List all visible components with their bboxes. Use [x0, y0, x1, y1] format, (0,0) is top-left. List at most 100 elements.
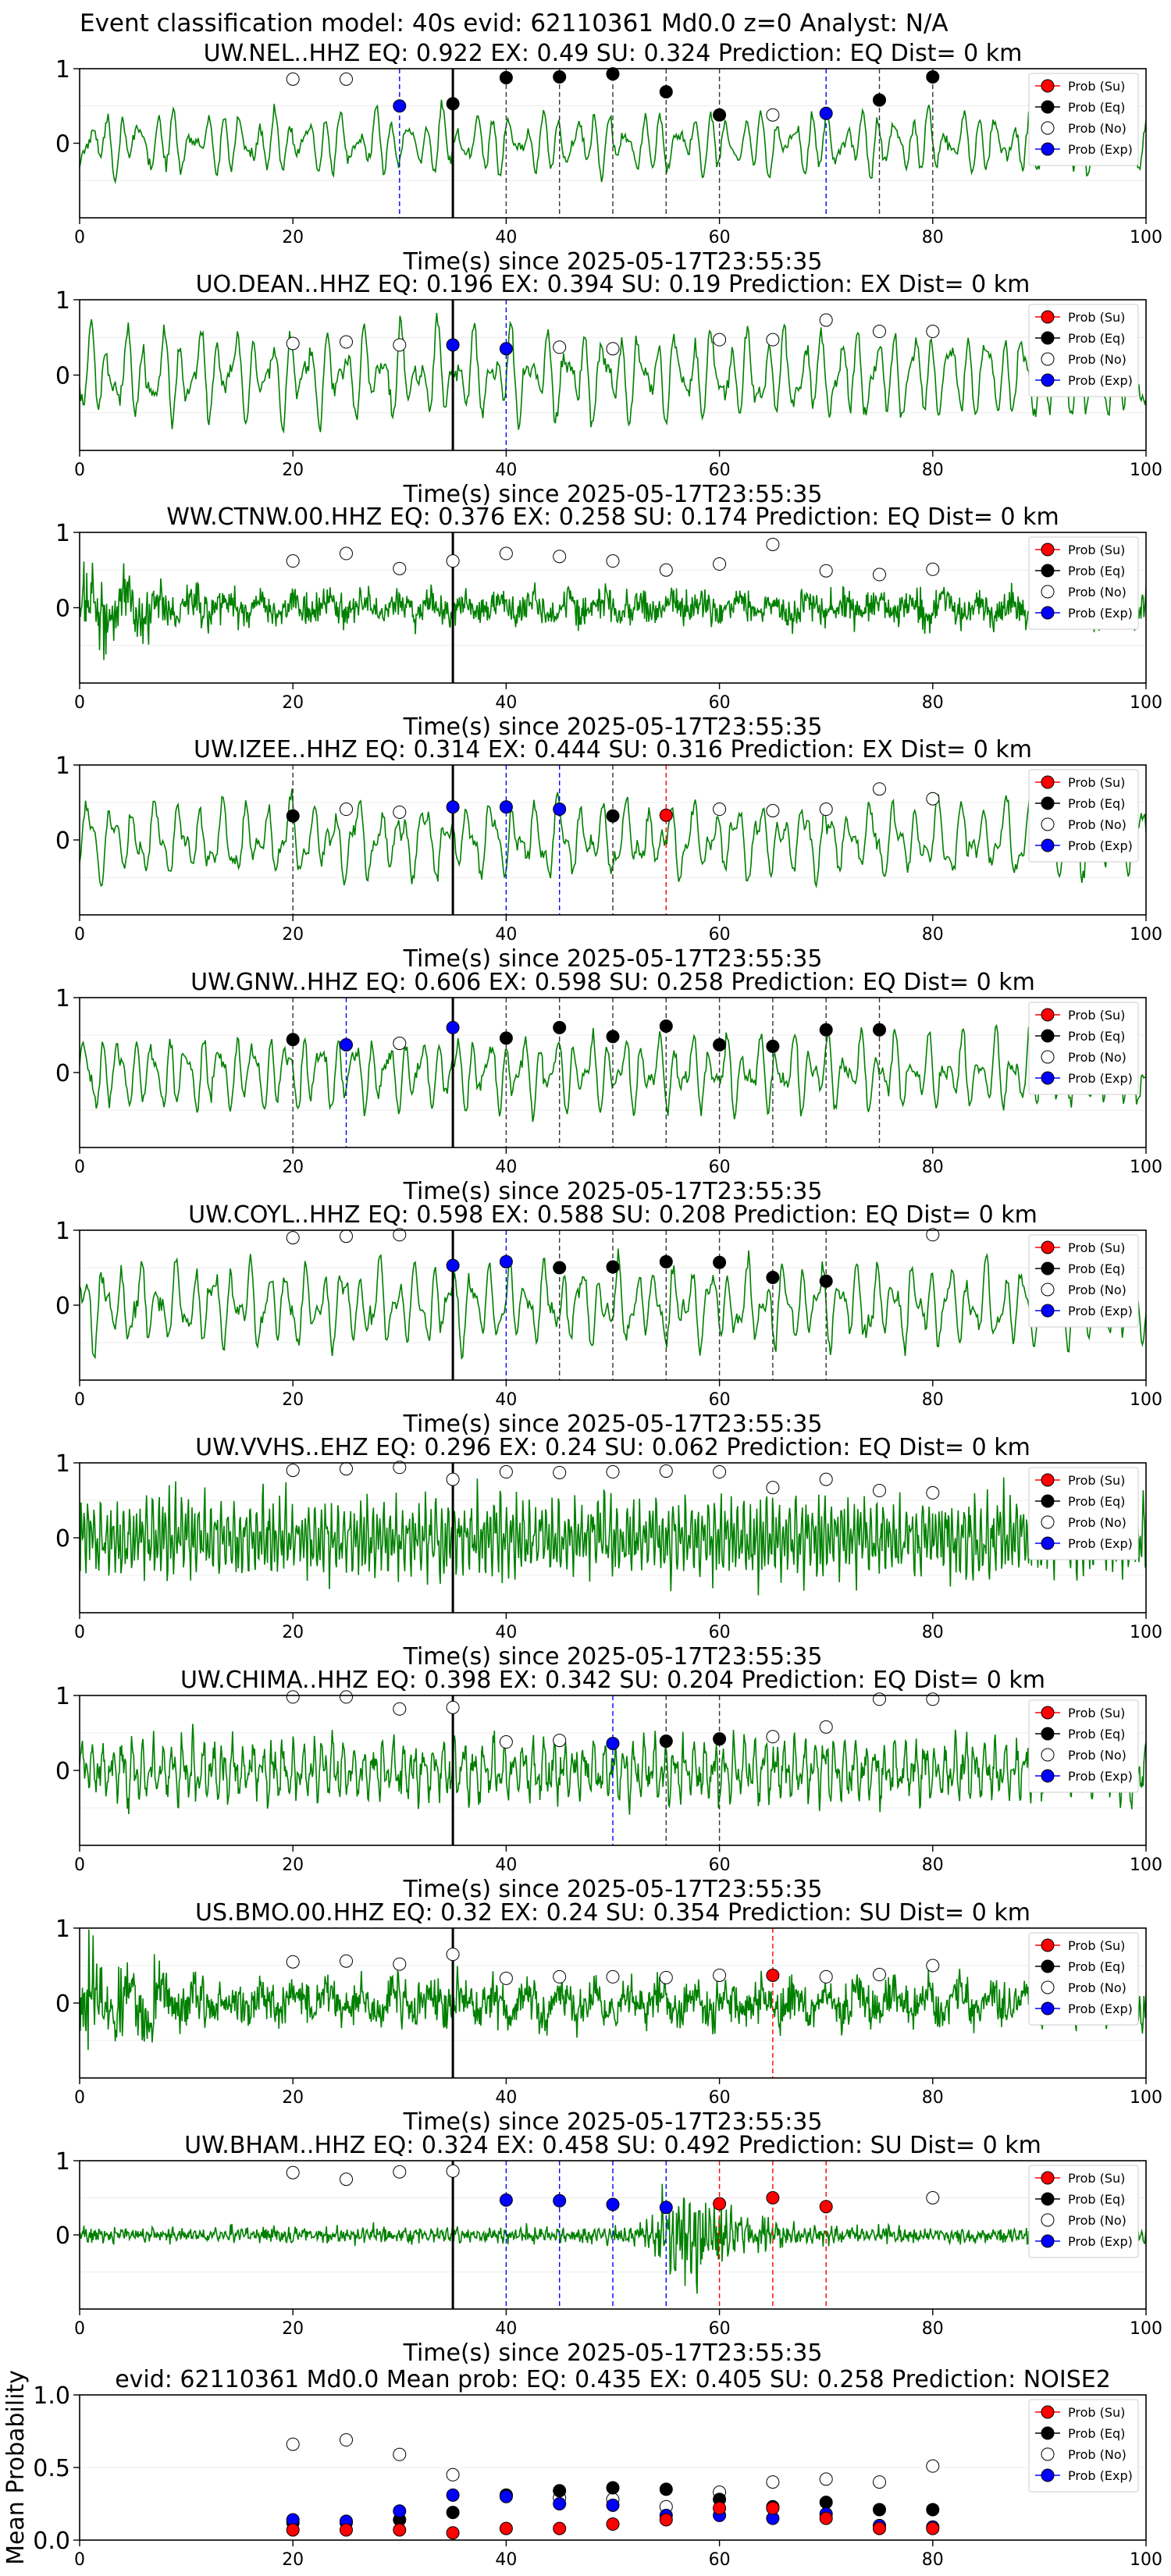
x-axis-label: Time(s) since 2025-05-17T23:55:35: [403, 1178, 823, 1205]
prob-point-no: [819, 802, 833, 817]
prob-point-no: [766, 1730, 780, 1744]
legend-eq-marker: [1041, 1029, 1055, 1043]
prob-point-no: [606, 1465, 620, 1479]
x-tick-label: 0: [74, 2319, 85, 2339]
prob-point-no: [819, 1720, 833, 1734]
prob-point-exp: [553, 802, 567, 817]
prob-point-no: [873, 568, 886, 582]
prob-point-no: [340, 1229, 353, 1244]
x-tick-label: 80: [922, 461, 944, 480]
x-tick-label: 100: [1130, 925, 1162, 945]
prob-point-eq: [659, 1254, 673, 1268]
legend-box: [1028, 304, 1139, 397]
x-tick-label: 40: [495, 925, 517, 945]
legend-eq-marker: [1041, 1494, 1055, 1508]
prob-point-no: [926, 1485, 940, 1500]
prob-point-exp: [340, 1037, 353, 1051]
prob-point-exp: [606, 2498, 620, 2512]
prob-point-no: [446, 2164, 460, 2178]
prob-point-exp: [499, 342, 513, 356]
x-axis-label: Time(s) since 2025-05-17T23:55:35: [403, 1643, 823, 1670]
x-tick-label: 80: [922, 1623, 944, 1642]
x-axis-label: Time(s) since 2025-05-17T23:55:35: [403, 2339, 823, 2367]
prob-point-eq: [659, 1735, 673, 1749]
y-axis-label: Mean Probability: [2, 2370, 30, 2565]
prob-point-su: [659, 2513, 673, 2527]
prob-point-no: [446, 1472, 460, 1486]
legend-exp-marker: [1041, 1536, 1055, 1550]
waveform-trace: [80, 312, 1146, 434]
legend-exp-label: Prob (Exp): [1068, 1071, 1133, 1086]
x-tick-label: 60: [709, 1856, 731, 1875]
legend-exp-marker: [1041, 142, 1055, 156]
prob-point-no: [340, 1690, 353, 1704]
legend-exp-marker: [1041, 606, 1055, 620]
legend-eq-marker: [1041, 2426, 1055, 2440]
prob-point-eq: [499, 70, 513, 84]
prob-point-eq: [713, 1037, 727, 1051]
plot-area: [80, 532, 1146, 683]
y-tick-label: 0: [55, 1060, 70, 1087]
legend-su-label: Prob (Su): [1068, 310, 1125, 325]
x-tick-label: 20: [282, 461, 304, 480]
prob-point-exp: [659, 2201, 673, 2215]
x-tick-label: 60: [709, 1390, 731, 1410]
waveform-trace: [80, 1724, 1146, 1815]
x-tick-label: 20: [282, 693, 304, 713]
y-tick-label: 1: [55, 56, 70, 84]
prob-point-no: [926, 2191, 940, 2204]
x-tick-label: 60: [709, 1158, 731, 1177]
x-tick-label: 40: [495, 461, 517, 480]
prob-point-eq: [286, 1033, 300, 1047]
legend-eq-marker: [1041, 1727, 1055, 1741]
prob-point-no: [340, 1954, 353, 1968]
prob-point-exp: [446, 2488, 460, 2502]
legend-su-label: Prob (Su): [1068, 1008, 1125, 1023]
prob-point-su: [286, 2523, 300, 2537]
legend-no-label: Prob (No): [1068, 121, 1127, 136]
legend-eq-label: Prob (Eq): [1068, 2192, 1125, 2207]
x-tick-label: 0: [74, 2088, 85, 2108]
prob-point-su: [340, 2523, 353, 2537]
legend-box: [1028, 1467, 1139, 1560]
x-tick-label: 80: [922, 2550, 944, 2570]
prob-point-no: [926, 2459, 940, 2473]
plot-area: [80, 1695, 1146, 1845]
prob-point-eq: [606, 1260, 620, 1274]
legend-su-marker: [1041, 79, 1055, 93]
y-tick-label: 0: [55, 596, 70, 623]
x-tick-label: 40: [495, 693, 517, 713]
y-tick-label: 1: [55, 520, 70, 547]
legend-eq-label: Prob (Eq): [1068, 1261, 1125, 1276]
legend-box: [1028, 2165, 1139, 2258]
x-tick-label: 20: [282, 228, 304, 247]
y-tick-label: 1: [55, 1450, 70, 1478]
legend-box: [1028, 73, 1139, 166]
x-tick-label: 60: [709, 461, 731, 480]
prob-point-exp: [553, 2194, 567, 2208]
legend-su-marker: [1041, 1706, 1055, 1720]
x-tick-label: 100: [1130, 461, 1162, 480]
prob-point-no: [819, 564, 833, 578]
x-tick-label: 60: [709, 228, 731, 247]
x-tick-label: 40: [495, 1158, 517, 1177]
x-tick-label: 40: [495, 2319, 517, 2339]
prob-point-no: [819, 313, 833, 327]
legend-no-marker: [1041, 121, 1055, 135]
plot-area: [80, 1230, 1146, 1380]
prob-point-no: [713, 1968, 727, 1982]
x-tick-label: 60: [709, 693, 731, 713]
legend-no-label: Prob (No): [1068, 1050, 1127, 1065]
x-tick-label: 0: [74, 693, 85, 713]
prob-point-exp: [446, 800, 460, 814]
legend-box: [1028, 1002, 1139, 1095]
x-tick-label: 0: [74, 1856, 85, 1875]
legend-no-label: Prob (No): [1068, 352, 1127, 367]
prob-point-no: [393, 1957, 407, 1971]
prob-point-no: [606, 554, 620, 568]
y-tick-label: 1: [55, 753, 70, 780]
waveform-trace: [80, 1477, 1146, 1596]
prob-point-no: [393, 1037, 407, 1051]
panel-2: UO.DEAN..HHZ EQ: 0.196 EX: 0.394 SU: 0.1…: [55, 271, 1162, 508]
